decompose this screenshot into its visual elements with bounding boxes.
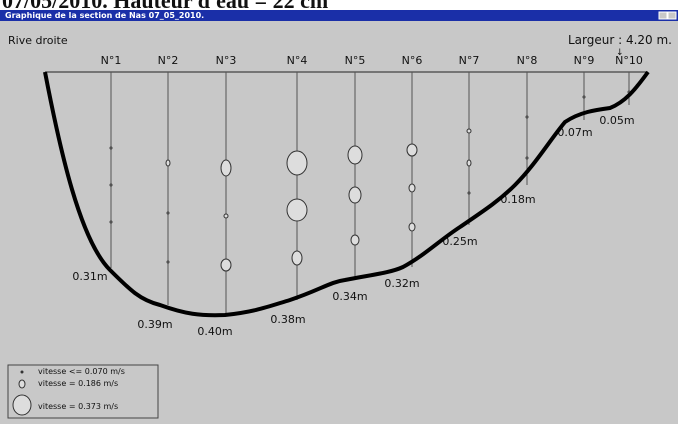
- depth-label: 0.39m: [137, 318, 172, 331]
- vertical-label: N°10: [615, 54, 643, 67]
- velocity-mark: [286, 198, 308, 222]
- velocity-mark: [220, 159, 232, 177]
- caption-bg: [0, 0, 678, 11]
- window-title: Graphique de la section de Nas 07_05_201…: [5, 11, 204, 20]
- velocity-mark: [109, 146, 113, 150]
- velocity-mark: [291, 250, 303, 266]
- vertical-label: N°5: [345, 54, 366, 67]
- legend-text: vitesse <= 0.070 m/s: [38, 367, 125, 376]
- velocity-mark: [223, 213, 229, 219]
- velocity-mark: [220, 258, 232, 272]
- caption: 07/05/2010. Hauteur d'eau = 22 cm: [2, 0, 328, 13]
- vertical-label: N°1: [101, 54, 122, 67]
- depth-label: 0.18m: [500, 193, 535, 206]
- legend-mark: [20, 370, 24, 374]
- velocity-mark: [347, 145, 363, 165]
- depth-label: 0.40m: [197, 325, 232, 338]
- velocity-mark: [466, 159, 472, 167]
- legend-mark: [12, 394, 32, 416]
- depth-label: 0.07m: [557, 126, 592, 139]
- depth-label: 0.25m: [442, 235, 477, 248]
- depth-label: 0.05m: [599, 114, 634, 127]
- velocity-mark: [109, 183, 113, 187]
- legend-text: vitesse = 0.186 m/s: [38, 379, 118, 388]
- width-label: Largeur : 4.20 m.: [568, 33, 672, 47]
- velocity-mark: [166, 260, 170, 264]
- depth-label: 0.32m: [384, 277, 419, 290]
- velocity-mark: [525, 115, 529, 119]
- velocity-mark: [165, 159, 171, 167]
- velocity-mark: [582, 95, 586, 99]
- vertical-label: N°6: [402, 54, 423, 67]
- velocity-mark: [408, 222, 416, 232]
- velocity-mark: [466, 128, 472, 134]
- velocity-mark: [467, 191, 471, 195]
- velocity-mark: [286, 150, 308, 176]
- legend-box: [7, 364, 159, 419]
- title-bar: [0, 10, 678, 21]
- verticals: N°1 0.31m N°2 0.39m N°3 0.40m N°4 0.38m N°5 0.34m…: [72, 54, 642, 338]
- velocity-mark: [406, 143, 418, 157]
- vertical-label: N°3: [216, 54, 237, 67]
- velocity-mark: [525, 156, 529, 160]
- minimize-button[interactable]: [658, 11, 668, 20]
- arrow: ↓: [616, 48, 624, 58]
- depth-label: 0.38m: [270, 313, 305, 326]
- legend-mark: [18, 379, 26, 389]
- vertical-label: N°4: [287, 54, 308, 67]
- velocity-mark: [350, 234, 360, 246]
- velocity-mark: [348, 186, 362, 204]
- velocity-mark: [166, 211, 170, 215]
- depth-label: 0.31m: [72, 270, 107, 283]
- maximize-button[interactable]: [667, 11, 677, 20]
- velocity-mark: [109, 220, 113, 224]
- vertical-label: N°7: [459, 54, 480, 67]
- vertical-label: N°9: [574, 54, 595, 67]
- legend-text: vitesse = 0.373 m/s: [38, 402, 118, 411]
- vertical-label: N°2: [158, 54, 179, 67]
- bank-label: Rive droite: [8, 34, 68, 47]
- vertical-label: N°8: [517, 54, 538, 67]
- velocity-mark: [408, 183, 416, 193]
- depth-label: 0.34m: [332, 290, 367, 303]
- bed-profile: [43, 70, 650, 318]
